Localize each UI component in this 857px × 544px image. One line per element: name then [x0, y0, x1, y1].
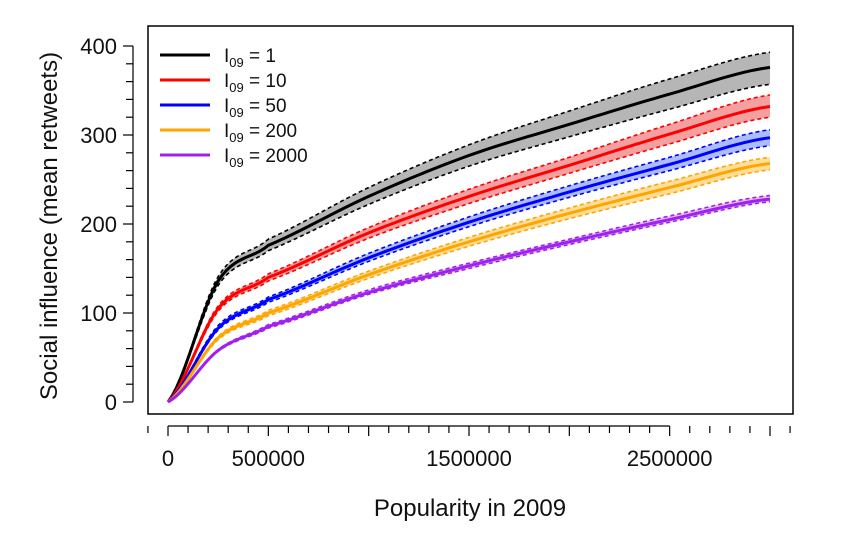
lower-bound-line-0 — [167, 83, 771, 403]
y-axis: 0 100 200 300 400 — [80, 34, 134, 415]
y-tick-label: 0 — [105, 390, 117, 415]
plot-frame — [147, 25, 794, 415]
x-tick-label: 0 — [162, 446, 174, 471]
x-tick-label: 2500000 — [627, 446, 713, 471]
legend-label-2: I09 = 50 — [224, 96, 287, 120]
legend-label-3: I09 = 200 — [224, 121, 297, 145]
confidence-band-1 — [168, 94, 770, 402]
x-tick-label: 1500000 — [426, 446, 512, 471]
legend-label-1: I09 = 10 — [224, 71, 287, 95]
x-axis-title: Popularity in 2009 — [374, 495, 566, 522]
upper-bound-line-1 — [167, 94, 771, 403]
x-tick-label: 500000 — [232, 446, 305, 471]
lower-bound-line-3 — [167, 168, 771, 403]
confidence-band-0 — [168, 52, 770, 402]
legend-label-4: I09 = 2000 — [224, 146, 308, 170]
legend-label-0: I09 = 1 — [224, 46, 276, 70]
series-line-0 — [166, 65, 771, 403]
y-axis-title: Social influence (mean retweets) — [36, 52, 63, 400]
lower-bound-line-4 — [167, 200, 771, 403]
series-line-4 — [167, 197, 771, 404]
confidence-band-3 — [168, 157, 770, 402]
confidence-band-2 — [168, 129, 770, 402]
x-axis: 0 500000 1500000 2500000 — [147, 425, 791, 471]
y-tick-label: 100 — [80, 301, 117, 326]
series-line-1 — [166, 105, 771, 403]
lower-bound-line-1 — [167, 116, 771, 403]
y-tick-label: 400 — [80, 34, 117, 59]
upper-bound-line-0 — [167, 51, 771, 403]
series-line-2 — [167, 136, 771, 404]
y-tick-label: 200 — [80, 212, 117, 237]
upper-bound-line-4 — [167, 194, 771, 403]
lower-bound-line-2 — [167, 144, 771, 403]
confidence-bands — [168, 52, 770, 402]
series-line-3 — [167, 161, 771, 404]
upper-bound-line-3 — [167, 156, 771, 403]
y-tick-label: 300 — [80, 123, 117, 148]
series-lines — [166, 51, 771, 404]
